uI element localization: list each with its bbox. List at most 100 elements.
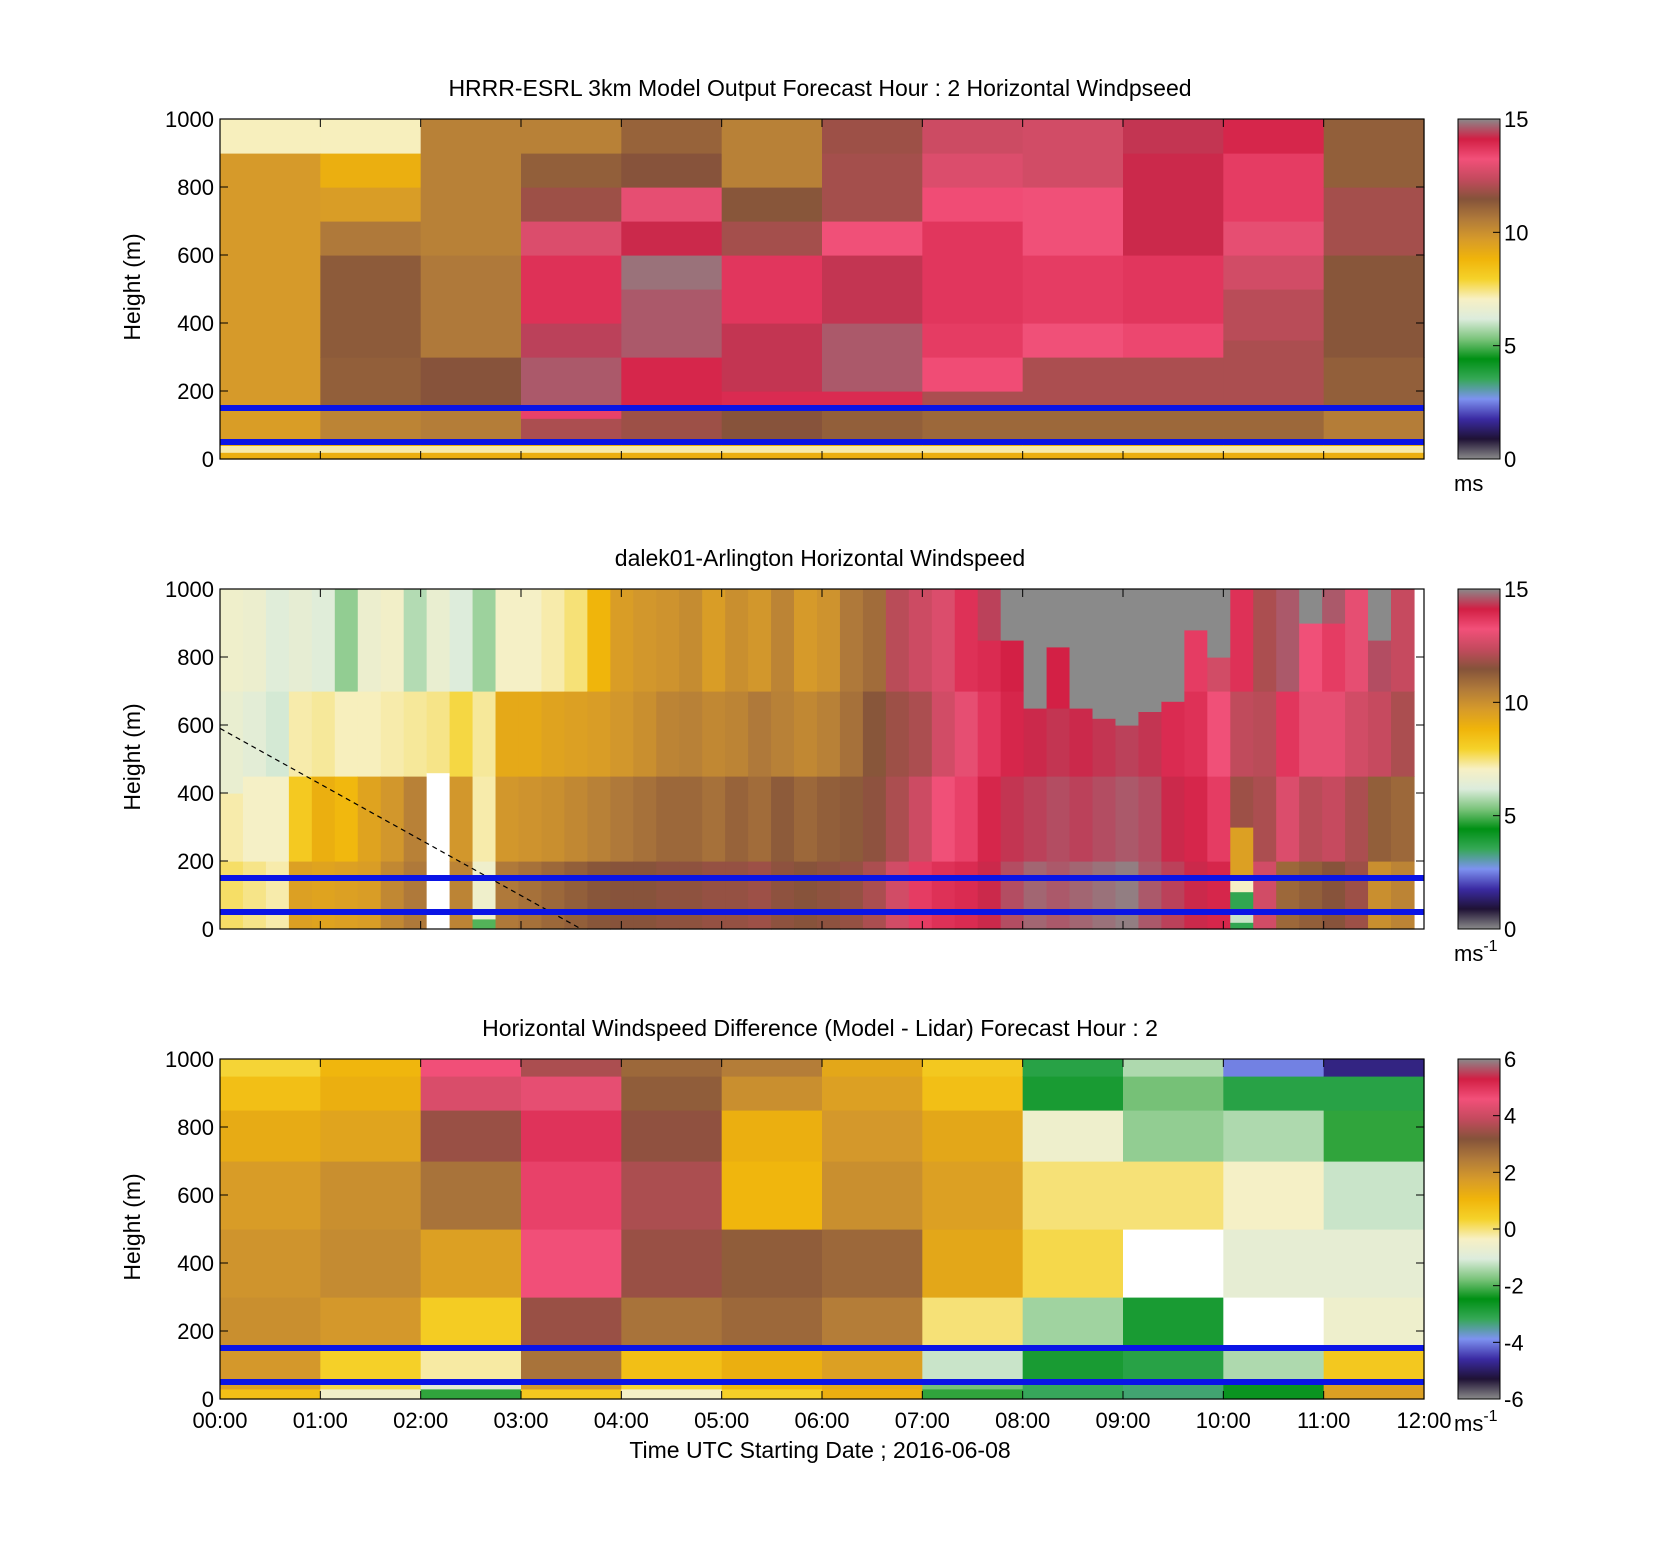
panel-model-title: HRRR-ESRL 3km Model Output Forecast Hour…: [448, 75, 1191, 101]
heatmap-cell: [311, 589, 336, 692]
heatmap-cell: [954, 589, 979, 692]
heatmap-cell: [610, 776, 634, 862]
heatmap-cell: [220, 153, 321, 409]
heatmap-cell: [220, 452, 321, 460]
heatmap-cell: [449, 861, 474, 930]
heatmap-cell: [1230, 691, 1254, 777]
heatmap-cell: [1069, 776, 1094, 862]
y-tick-label: 800: [177, 645, 214, 670]
heatmap-cell: [610, 861, 634, 930]
heatmap-cell: [320, 1110, 422, 1162]
heatmap-cell: [721, 445, 823, 453]
heatmap-cell: [521, 153, 622, 188]
heatmap-cell: [420, 1297, 522, 1349]
heatmap-cell: [521, 1348, 622, 1380]
heatmap-cell: [521, 1297, 622, 1349]
heatmap-cell: [1184, 629, 1208, 692]
colorbar-tick-label: 0: [1504, 447, 1516, 472]
heatmap-cell: [521, 255, 622, 324]
heatmap-cell: [420, 1229, 522, 1298]
y-tick-label: 1000: [165, 577, 214, 602]
heatmap-cell: [1000, 776, 1025, 862]
heatmap-cell: [320, 187, 422, 222]
heatmap-cell: [748, 861, 772, 930]
heatmap-cell: [220, 1348, 321, 1380]
heatmap-cell: [977, 691, 1002, 777]
heatmap-cell: [1345, 691, 1369, 777]
heatmap-cell: [426, 691, 451, 774]
panel-difference-heatmap: [220, 1059, 1425, 1400]
heatmap-cell: [839, 589, 864, 692]
heatmap-cell: [1115, 589, 1140, 726]
heatmap-cell: [621, 445, 723, 453]
heatmap-cell: [521, 323, 622, 358]
heatmap-cell: [922, 221, 1024, 324]
heatmap-cell: [922, 1297, 1024, 1349]
heatmap-cell: [220, 1229, 321, 1298]
colorbar-gradient: [1457, 588, 1501, 930]
heatmap-cell: [794, 861, 818, 930]
heatmap-cell: [420, 1348, 522, 1380]
heatmap-cell: [922, 1348, 1024, 1380]
heatmap-cell: [1023, 861, 1048, 930]
heatmap-cell: [472, 589, 497, 692]
heatmap-cell: [1322, 589, 1346, 624]
heatmap-cell: [931, 861, 956, 930]
heatmap-cell: [420, 255, 522, 358]
heatmap-cell: [587, 589, 611, 692]
heatmap-cell: [1323, 119, 1425, 188]
heatmap-cell: [495, 589, 520, 692]
heatmap-cell: [1123, 445, 1224, 453]
heatmap-cell: [908, 776, 933, 862]
colorbar-unit: ms-1: [1454, 938, 1498, 966]
heatmap-cell: [1368, 589, 1392, 641]
heatmap-cell: [621, 153, 723, 188]
heatmap-cell: [1115, 776, 1140, 862]
heatmap-cell: [1230, 776, 1254, 828]
heatmap-cell: [822, 1388, 923, 1400]
colorbar-tick-label: -2: [1504, 1274, 1524, 1299]
heatmap-cell: [1123, 1076, 1224, 1111]
heatmap-cell: [977, 776, 1002, 862]
heatmap-cell: [472, 776, 497, 862]
heatmap-cell: [621, 1059, 723, 1077]
heatmap-cell: [1207, 589, 1231, 658]
heatmap-cell: [633, 776, 657, 862]
heatmap-cell: [1069, 861, 1094, 930]
panel-model-axes: 0 200 400 600 800 1000: [165, 107, 1425, 472]
heatmap-cell: [954, 691, 979, 777]
heatmap-cell: [679, 691, 703, 777]
heatmap-cell: [220, 1297, 321, 1349]
colorbar-tick-label: 0: [1504, 917, 1516, 942]
heatmap-cell: [633, 691, 657, 777]
heatmap-cell: [885, 861, 910, 930]
y-tick-label: 0: [202, 1387, 214, 1412]
heatmap-cell: [311, 691, 336, 777]
colorbar-tick-label: 10: [1504, 690, 1528, 715]
dashed-overlap-line: [219, 727, 582, 930]
heatmap-cell: [621, 119, 723, 154]
heatmap-cell: [922, 1229, 1024, 1298]
heatmap-cell: [334, 861, 359, 930]
heatmap-cell: [564, 691, 588, 777]
heatmap-cell: [1276, 861, 1300, 930]
heatmap-cell: [521, 1110, 622, 1162]
heatmap-cell: [587, 776, 611, 862]
heatmap-cell: [1161, 701, 1185, 777]
heatmap-cell: [1223, 289, 1325, 341]
heatmap-cell: [1161, 776, 1185, 862]
heatmap-cell: [541, 861, 566, 930]
heatmap-cell: [1000, 589, 1025, 641]
heatmap-cell: [922, 391, 1024, 409]
heatmap-cell: [862, 861, 887, 930]
heatmap-cell: [1123, 1229, 1224, 1298]
heatmap-cell: [521, 357, 622, 409]
colorbar-tick-label: -6: [1504, 1387, 1524, 1412]
heatmap-cell: [721, 391, 823, 409]
heatmap-cell: [721, 153, 823, 188]
heatmap-cell: [1123, 1059, 1224, 1077]
heatmap-cell: [1123, 1297, 1224, 1349]
heatmap-cell: [521, 1059, 622, 1077]
heatmap-cell: [931, 589, 956, 692]
heatmap-cell: [420, 1076, 522, 1111]
